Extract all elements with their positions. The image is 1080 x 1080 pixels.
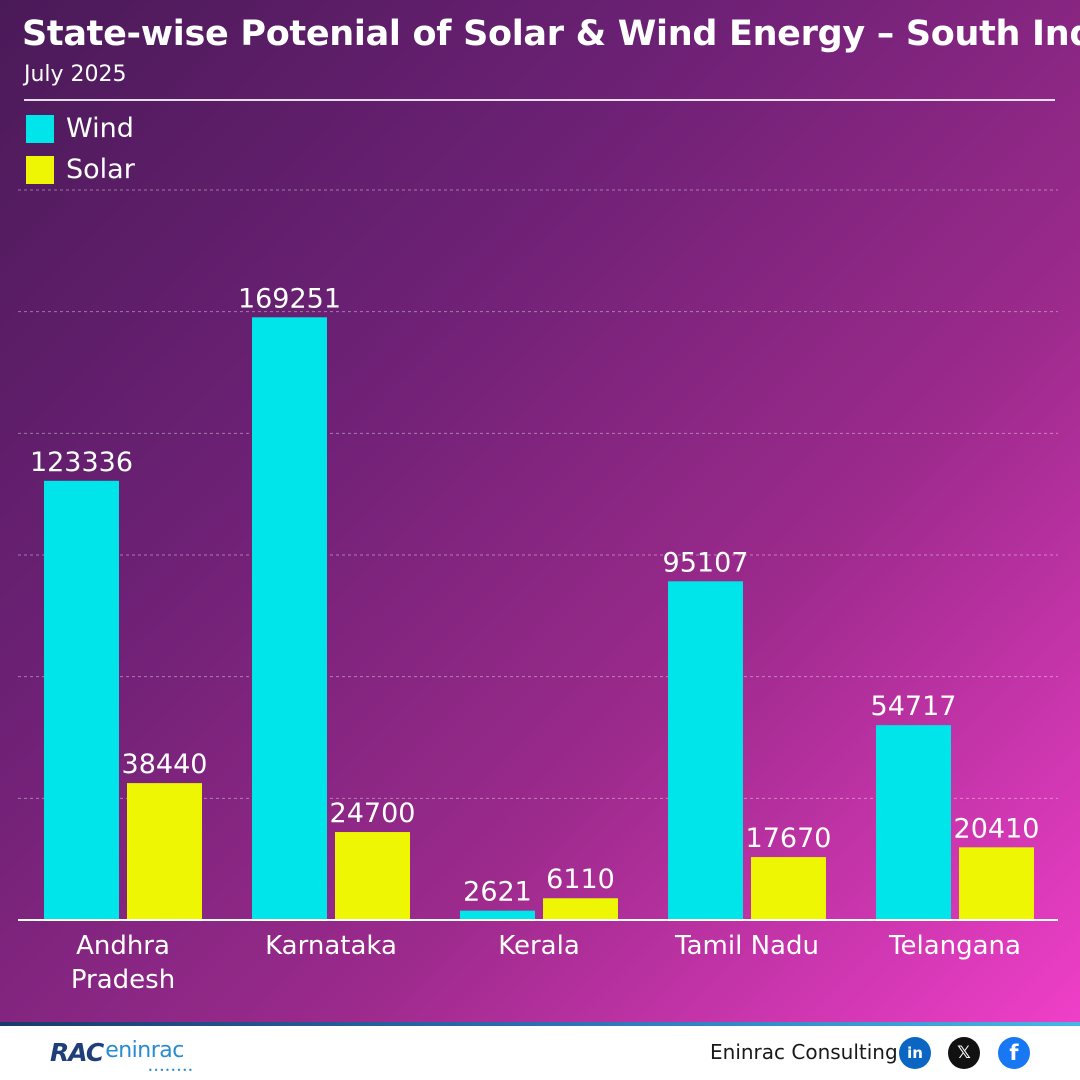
bar-solar bbox=[543, 898, 618, 920]
bar-wind bbox=[460, 910, 535, 920]
legend-item-wind: Wind bbox=[26, 113, 134, 144]
chart-subtitle: July 2025 bbox=[24, 62, 127, 87]
data-label-wind: 169251 bbox=[238, 283, 341, 314]
data-label-wind: 2621 bbox=[463, 877, 532, 908]
data-label-wind: 123336 bbox=[30, 447, 133, 478]
category-label: Tamil Nadu bbox=[674, 931, 819, 961]
category-label: Pradesh bbox=[71, 965, 175, 995]
legend-swatch-solar bbox=[26, 155, 54, 184]
facebook-icon[interactable]: f bbox=[998, 1037, 1030, 1069]
eninrac-logo[interactable]: RAC eninrac •••••••• bbox=[50, 1038, 193, 1075]
bar-wind bbox=[876, 725, 951, 920]
data-label-solar: 24700 bbox=[330, 798, 416, 829]
bar-wind bbox=[44, 480, 119, 920]
category-label: Karnataka bbox=[265, 931, 397, 961]
company-name: Eninrac Consulting bbox=[710, 1040, 898, 1064]
legend-item-solar: Solar bbox=[26, 154, 135, 185]
footer-accent-strip bbox=[0, 1022, 1080, 1026]
data-label-solar: 6110 bbox=[546, 864, 615, 895]
chart-title: State-wise Potenial of Solar & Wind Ener… bbox=[22, 14, 1080, 54]
legend-swatch-wind bbox=[26, 114, 54, 143]
bar-solar bbox=[751, 857, 826, 920]
category-label: Kerala bbox=[498, 931, 580, 961]
category-label: Andhra bbox=[76, 931, 170, 961]
logo-eninrac-text: eninrac bbox=[105, 1038, 184, 1063]
bar-solar bbox=[127, 783, 202, 920]
legend-label-wind: Wind bbox=[66, 113, 134, 144]
logo-dots-icon: •••••••• bbox=[148, 1066, 194, 1075]
x-icon[interactable]: 𝕏 bbox=[948, 1037, 980, 1069]
bar-solar bbox=[335, 832, 410, 920]
data-label-solar: 20410 bbox=[954, 813, 1040, 844]
title-divider bbox=[24, 99, 1055, 101]
bar-wind bbox=[252, 317, 327, 920]
data-label-solar: 17670 bbox=[746, 823, 832, 854]
chart-panel: State-wise Potenial of Solar & Wind Ener… bbox=[0, 0, 1080, 1022]
bar-solar bbox=[959, 847, 1034, 920]
data-label-wind: 54717 bbox=[871, 691, 957, 722]
linkedin-icon[interactable]: in bbox=[899, 1037, 931, 1069]
legend-label-solar: Solar bbox=[66, 154, 135, 185]
logo-rac-text: RAC bbox=[50, 1038, 104, 1067]
category-label: Telangana bbox=[888, 931, 1021, 961]
data-label-solar: 38440 bbox=[122, 749, 208, 780]
bar-wind bbox=[668, 581, 743, 920]
data-label-wind: 95107 bbox=[663, 547, 749, 578]
bar-chart: 123336 38440 Andhra Pradesh 169251 24700 Karna… bbox=[30, 283, 1040, 995]
